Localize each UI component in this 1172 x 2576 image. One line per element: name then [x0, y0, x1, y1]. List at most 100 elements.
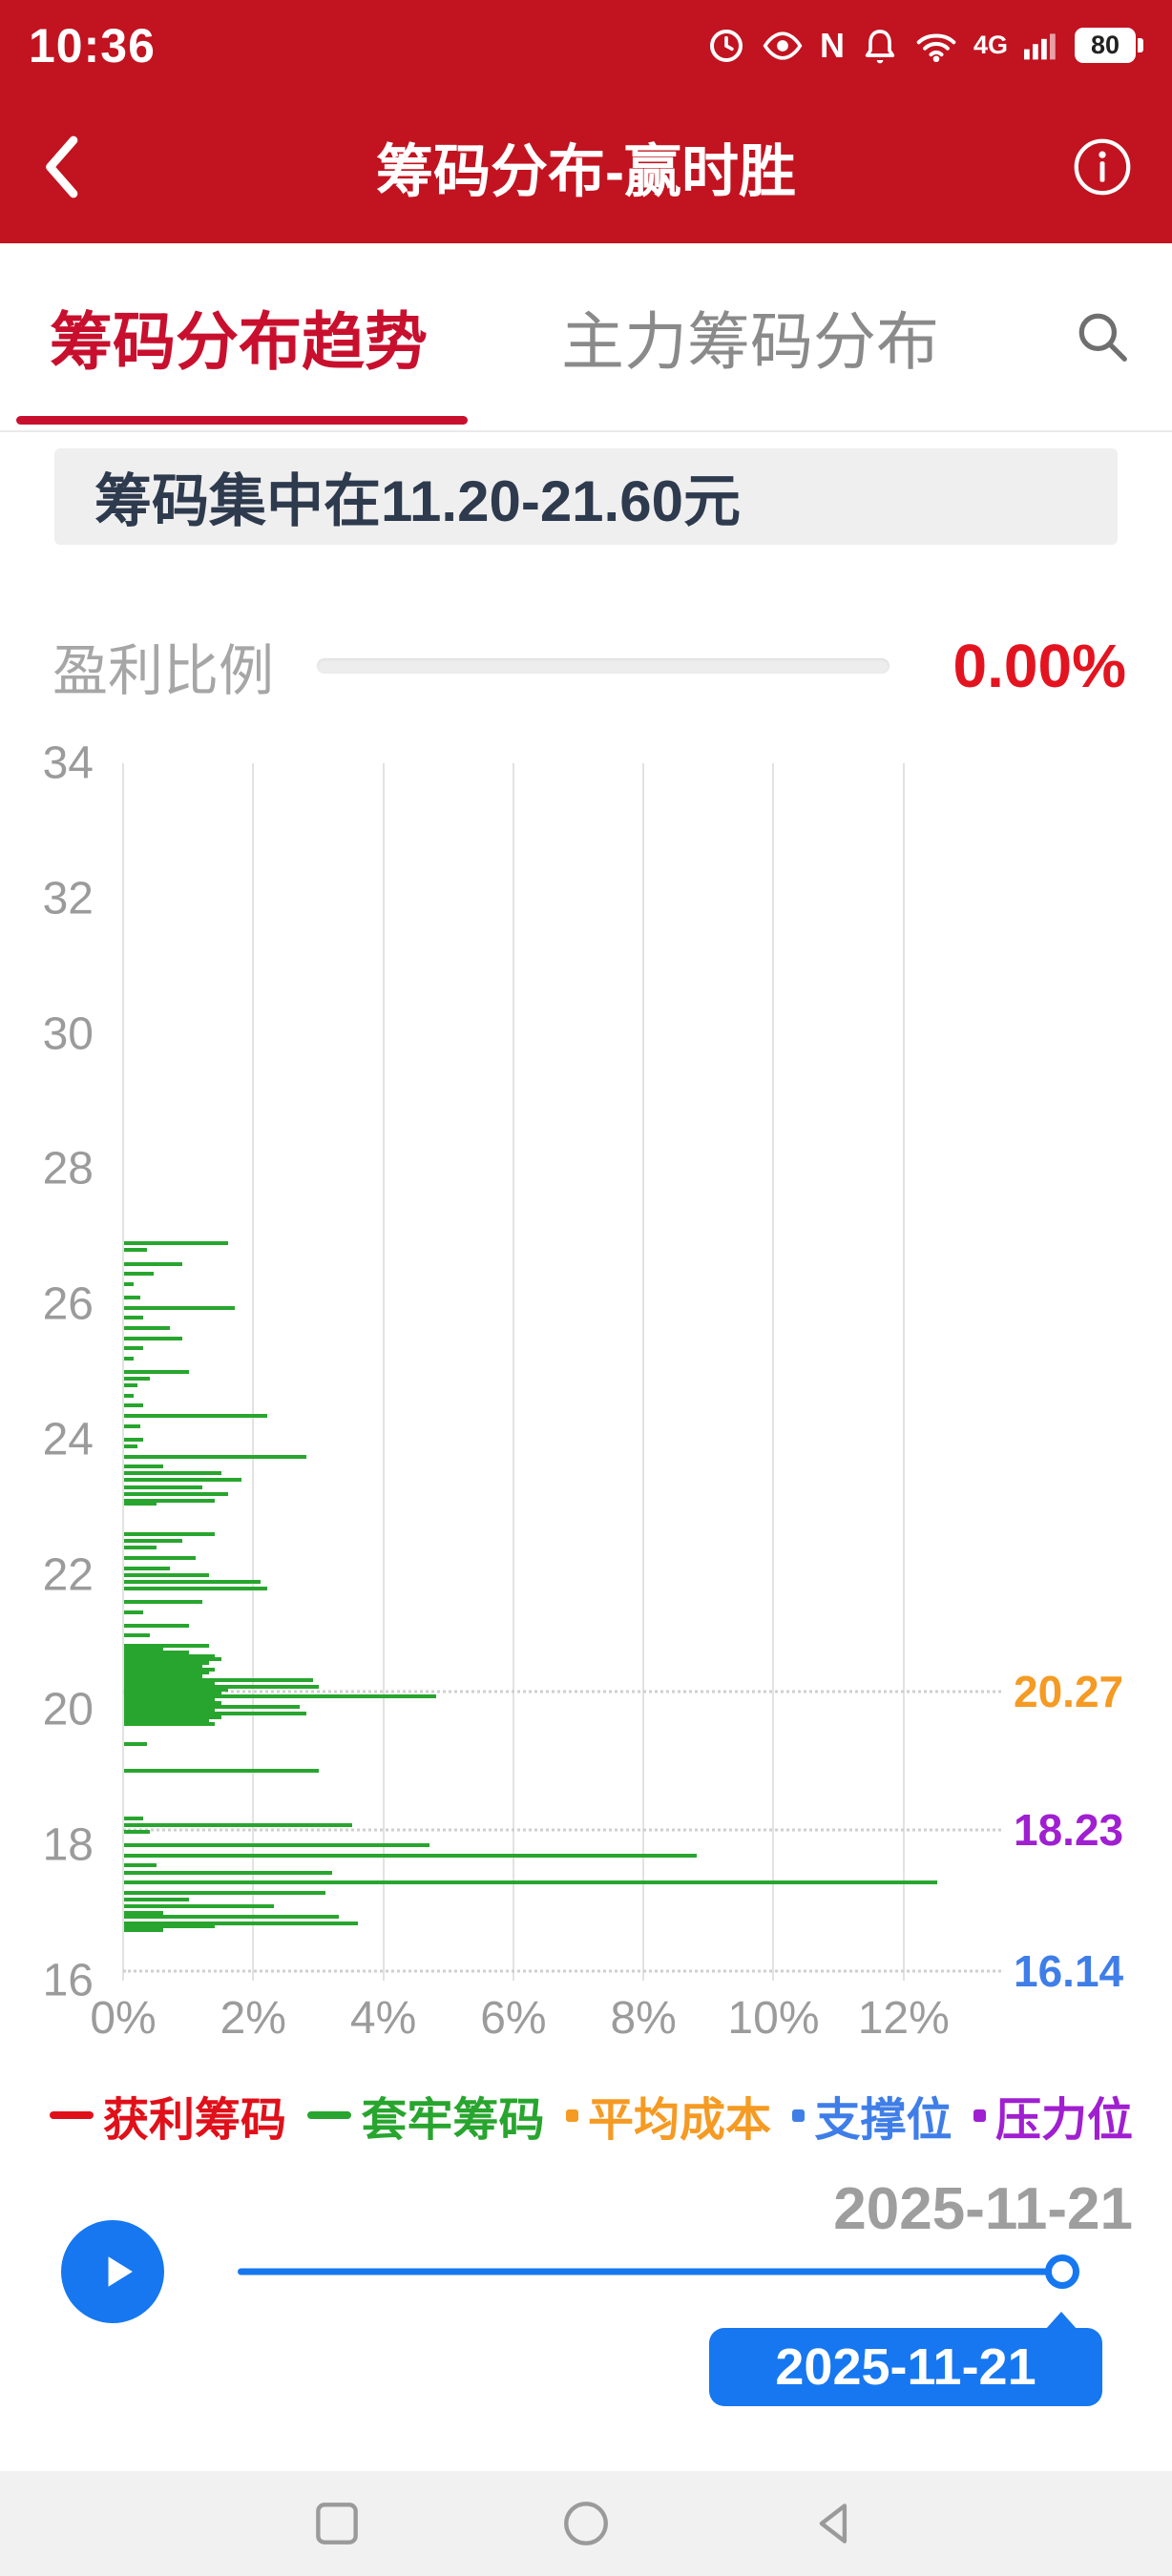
x-tick-label: 0% — [90, 1993, 157, 2044]
chip-bar — [124, 1305, 235, 1310]
chip-bar — [124, 1671, 209, 1675]
home-button[interactable] — [563, 2501, 609, 2546]
legend-item: 套牢筹码 — [307, 2082, 545, 2149]
chip-concentration-banner: 筹码集中在11.20-21.60元 — [54, 448, 1118, 545]
profit-ratio-value: 0.00% — [952, 632, 1126, 700]
legend-label: 平均成本 — [587, 2095, 771, 2146]
chip-bar — [124, 1325, 170, 1330]
chip-bar — [124, 1684, 320, 1689]
chip-bar — [124, 1660, 209, 1665]
chip-bar — [124, 1822, 352, 1827]
chip-concentration-text: 筹码集中在11.20-21.60元 — [94, 469, 741, 533]
legend-dot-swatch — [792, 2109, 806, 2122]
chip-bar — [124, 1911, 163, 1916]
tab-main-chip-distribution[interactable]: 主力筹码分布 — [561, 306, 939, 377]
android-nav-bar — [0, 2471, 1172, 2576]
chip-bar — [124, 1454, 306, 1459]
chip-bar — [124, 1346, 144, 1351]
legend-line-swatch — [307, 2111, 352, 2119]
chip-bar — [124, 1647, 163, 1652]
plot-area — [122, 763, 1001, 1981]
chip-bar — [124, 1701, 222, 1706]
play-button[interactable] — [61, 2220, 164, 2323]
legend-dot-swatch — [565, 2109, 578, 2122]
chip-bar — [124, 1688, 229, 1693]
tab-bar: 筹码分布趋势 主力筹码分布 — [0, 243, 1172, 432]
x-tick-label: 12% — [857, 1993, 950, 2044]
chip-bar — [124, 1651, 190, 1655]
y-tick-label: 26 — [42, 1278, 94, 1330]
info-icon[interactable] — [1071, 135, 1134, 198]
tab-chip-distribution-trend[interactable]: 筹码分布趋势 — [50, 306, 428, 377]
signal-bars-icon — [1024, 31, 1058, 60]
chip-bar — [124, 1863, 157, 1868]
chip-bar — [124, 1890, 326, 1895]
chip-bar — [124, 1546, 157, 1550]
chip-bar — [124, 1248, 147, 1253]
marker-line — [123, 1969, 1001, 1973]
y-tick-label: 20 — [42, 1684, 94, 1735]
chip-bar — [124, 1414, 267, 1419]
chip-bar — [124, 1633, 151, 1638]
chip-bar — [124, 1914, 339, 1919]
gridline — [642, 763, 645, 1981]
slider-track — [238, 2268, 1076, 2275]
chip-bar — [124, 1498, 216, 1503]
profit-ratio-progressbar — [317, 658, 889, 674]
recents-button[interactable] — [314, 2501, 360, 2546]
chip-bar — [124, 1714, 222, 1719]
chip-bar — [124, 1924, 216, 1929]
chip-bar — [124, 1830, 151, 1835]
chip-bar — [124, 1694, 437, 1699]
y-tick-label: 30 — [42, 1008, 94, 1060]
wifi-icon — [915, 28, 957, 64]
chip-bar — [124, 1657, 222, 1662]
chip-bar — [124, 1281, 135, 1286]
active-tab-underline — [16, 416, 468, 425]
back-nav-button[interactable] — [811, 2501, 857, 2546]
chip-bar — [124, 1880, 937, 1885]
y-tick-label: 32 — [42, 873, 94, 924]
search-icon[interactable] — [1073, 307, 1132, 366]
chip-bar — [124, 1370, 190, 1374]
chip-bar — [124, 1708, 216, 1713]
chip-bar — [124, 1555, 196, 1560]
chip-bar — [124, 1897, 190, 1901]
chip-bar — [124, 1241, 229, 1246]
chip-bar — [124, 1336, 183, 1340]
chip-bar — [124, 1478, 241, 1483]
chip-bar — [124, 1653, 216, 1658]
legend-line-swatch — [50, 2111, 94, 2119]
legend-item: 支撑位 — [792, 2082, 952, 2149]
legend-item: 压力位 — [973, 2082, 1133, 2149]
chip-bar — [124, 1377, 151, 1381]
chip-bar — [124, 1572, 209, 1577]
chip-bar — [124, 1403, 144, 1408]
marker-label: 16.14 — [1014, 1946, 1124, 1997]
chip-bar — [124, 1721, 216, 1726]
alarm-icon — [861, 27, 899, 65]
y-tick-label: 24 — [42, 1414, 94, 1465]
chip-bar — [124, 1718, 209, 1723]
chip-bar — [124, 1927, 163, 1932]
chip-bar — [124, 1691, 222, 1695]
chip-bar — [124, 1566, 170, 1570]
chip-bar — [124, 1444, 137, 1448]
slider-handle[interactable] — [1045, 2254, 1079, 2289]
status-time: 10:36 — [29, 18, 156, 73]
y-axis: 34 32 30 28 26 24 22 20 18 16 — [0, 738, 107, 2006]
profit-ratio-label: 盈利比例 — [52, 640, 275, 702]
chip-bar — [124, 1393, 135, 1398]
gridline — [512, 763, 514, 1981]
chip-bar — [124, 1532, 216, 1537]
legend-label: 压力位 — [994, 2095, 1133, 2146]
gridline — [902, 763, 905, 1981]
nfc-icon: N — [819, 25, 845, 65]
back-button[interactable] — [38, 134, 82, 200]
status-bar: 10:36 N 4G 80 — [0, 0, 1172, 91]
chip-bar — [124, 1769, 320, 1774]
date-slider[interactable] — [238, 2254, 1079, 2289]
chip-bar — [124, 1921, 359, 1925]
y-tick-label: 34 — [42, 737, 94, 789]
